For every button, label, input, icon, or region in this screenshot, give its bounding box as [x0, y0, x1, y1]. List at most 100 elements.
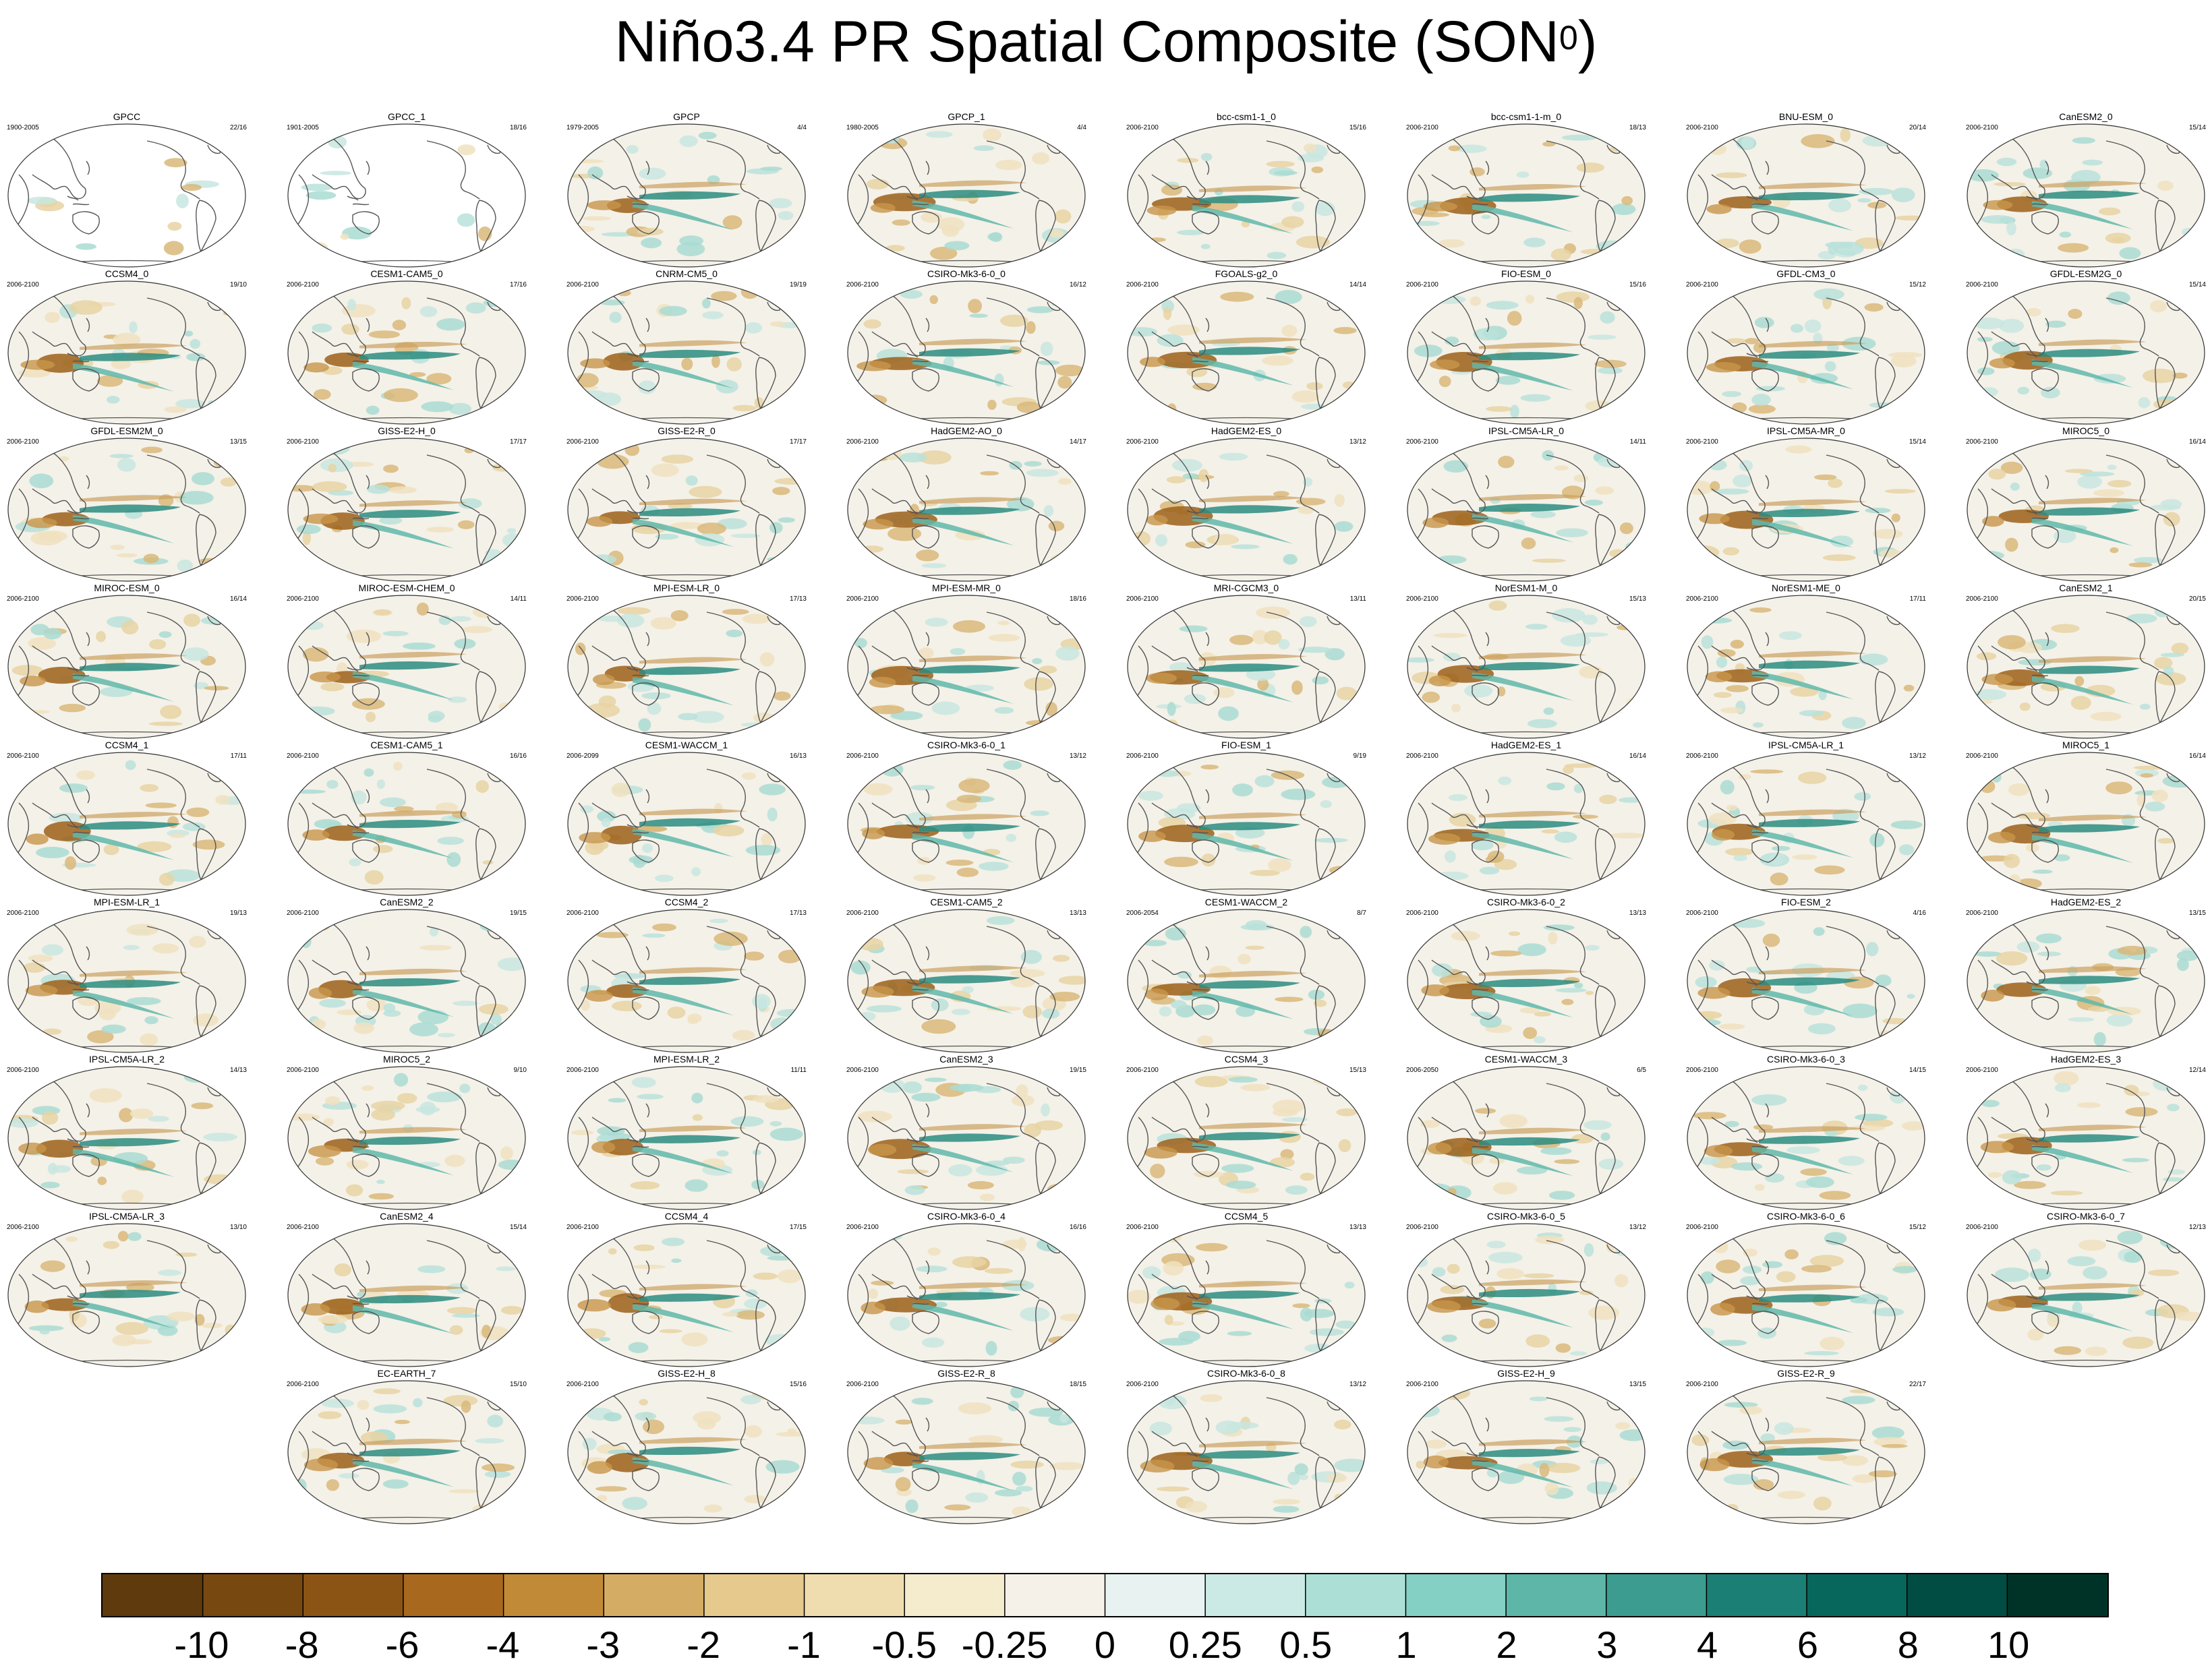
- panel-model-name: GPCC_1: [387, 111, 426, 122]
- colorbar-tick-label: 4: [1697, 1623, 1718, 1666]
- map-panel: GFDL-ESM2M_0 2006-2100 13/15: [5, 425, 248, 585]
- panel-years: 2006-2100: [1966, 595, 1998, 603]
- panel-model-name: IPSL-CM5A-MR_0: [1767, 425, 1845, 436]
- precip-anomaly-map: [1967, 280, 2205, 425]
- panel-years: 2006-2100: [1126, 281, 1159, 289]
- panel-years: 2006-2054: [1126, 909, 1159, 917]
- panel-years: 2006-2100: [1406, 595, 1438, 603]
- precip-anomaly-map: [847, 123, 1086, 268]
- panel-model-name: MIROC5_0: [2062, 425, 2110, 436]
- panel-event-count: 13/13: [1349, 1224, 1366, 1231]
- colorbar-tick-label: 6: [1797, 1623, 1818, 1666]
- panel-event-count: 6/5: [1637, 1067, 1646, 1074]
- panel-years: 2006-2100: [566, 909, 599, 917]
- panel-event-count: 18/15: [1069, 1381, 1086, 1388]
- panel-model-name: MPI-ESM-MR_0: [932, 583, 1001, 593]
- panel-model-name: EC-EARTH_7: [377, 1368, 436, 1379]
- panel-years: 2006-2100: [1126, 752, 1159, 760]
- precip-anomaly-map: [1127, 595, 1366, 739]
- panel-years: 2006-2100: [7, 1224, 39, 1231]
- map-panel: GPCP 1979-2005 4/4: [565, 111, 808, 270]
- colorbar-swatch: [1305, 1574, 1406, 1616]
- map-panel: MIROC5_0 2006-2100 16/14: [1964, 425, 2207, 585]
- panel-model-name: MIROC5_2: [382, 1054, 431, 1065]
- panel-years: 2006-2100: [287, 281, 319, 289]
- panel-model-name: MIROC5_1: [2062, 740, 2110, 750]
- precip-anomaly-map: [847, 595, 1086, 739]
- precip-anomaly-map: [1407, 909, 1646, 1053]
- precip-anomaly-map: [1687, 438, 1925, 582]
- panel-years: 2006-2100: [7, 438, 39, 446]
- map-panel: CCSM4_5 2006-2100 13/13: [1125, 1211, 1368, 1370]
- panel-event-count: 17/17: [789, 438, 807, 446]
- panel-event-count: 13/12: [1349, 438, 1366, 446]
- map-panel: CCSM4_4 2006-2100 17/15: [565, 1211, 808, 1370]
- map-panel: CCSM4_2 2006-2100 17/13: [565, 897, 808, 1056]
- colorbar-swatch: [604, 1574, 705, 1616]
- panel-model-name: GFDL-ESM2G_0: [2049, 268, 2122, 279]
- panel-event-count: 16/13: [789, 752, 807, 760]
- map-panel: CCSM4_0 2006-2100 19/10: [5, 268, 248, 427]
- precip-anomaly-map: [567, 280, 806, 425]
- panel-model-name: CCSM4_3: [1224, 1054, 1269, 1065]
- panel-event-count: 11/11: [790, 1067, 807, 1074]
- precip-anomaly-map: [1967, 752, 2205, 896]
- map-panel: MIROC-ESM-CHEM_0 2006-2100 14/11: [285, 583, 528, 742]
- map-panel: CanESM2_1 2006-2100 20/15: [1964, 583, 2207, 742]
- precip-anomaly-map: [7, 909, 246, 1053]
- title-superscript: 0: [1559, 19, 1578, 57]
- colorbar-tick-label: 0: [1094, 1623, 1116, 1666]
- map-panel: CSIRO-Mk3-6-0_3 2006-2100 14/15: [1685, 1054, 1927, 1213]
- colorbar-swatch: [403, 1574, 504, 1616]
- panel-years: 2006-2100: [287, 1381, 319, 1388]
- panel-event-count: 17/13: [789, 595, 807, 603]
- colorbar-swatch: [503, 1574, 604, 1616]
- panel-event-count: 13/12: [1629, 1224, 1646, 1231]
- panel-model-name: IPSL-CM5A-LR_1: [1768, 740, 1844, 750]
- precip-anomaly-map: [1687, 752, 1925, 896]
- panel-years: 2006-2100: [1686, 752, 1718, 760]
- panel-event-count: 22/17: [1909, 1381, 1926, 1388]
- map-panel: MIROC-ESM_0 2006-2100 16/14: [5, 583, 248, 742]
- precip-anomaly-map: [1687, 1066, 1925, 1210]
- panel-event-count: 19/10: [229, 281, 247, 289]
- colorbar-swatch: [1706, 1574, 1807, 1616]
- panel-model-name: bcc-csm1-1_0: [1217, 111, 1276, 122]
- map-panel: GISS-E2-H_8 2006-2100 15/16: [565, 1368, 808, 1527]
- panel-model-name: CCSM4_5: [1224, 1211, 1269, 1222]
- precip-anomaly-map: [1407, 123, 1646, 268]
- panel-event-count: 16/16: [1069, 1224, 1086, 1231]
- precip-anomaly-map: [287, 1223, 526, 1367]
- panel-years: 2006-2100: [846, 909, 879, 917]
- panel-grid: GPCC 1900-2005 22/16 GPCC_1 1901-2005 18/16 GP…: [5, 111, 2207, 1527]
- map-panel: CESM1-CAM5_2 2006-2100 13/13: [845, 897, 1088, 1056]
- map-panel: bcc-csm1-1-m_0 2006-2100 18/13: [1405, 111, 1648, 270]
- panel-event-count: 16/12: [1069, 281, 1086, 289]
- panel-model-name: FIO-ESM_1: [1221, 740, 1271, 750]
- panel-model-name: CESM1-CAM5_2: [930, 897, 1003, 907]
- map-panel: CESM1-CAM5_0 2006-2100 17/16: [285, 268, 528, 427]
- map-panel: CESM1-WACCM_1 2006-2099 16/13: [565, 740, 808, 899]
- panel-event-count: 16/14: [229, 595, 247, 603]
- panel-event-count: 15/13: [1349, 1067, 1366, 1074]
- precip-anomaly-map: [287, 752, 526, 896]
- map-panel: FGOALS-g2_0 2006-2100 14/14: [1125, 268, 1368, 427]
- colorbar-tick-label: -8: [285, 1623, 319, 1666]
- panel-event-count: 15/16: [789, 1381, 807, 1388]
- map-panel: GISS-E2-H_0 2006-2100 17/17: [285, 425, 528, 585]
- panel-event-count: 16/14: [2188, 752, 2206, 760]
- panel-event-count: 17/16: [509, 281, 527, 289]
- panel-event-count: 15/14: [509, 1224, 527, 1231]
- map-panel: BNU-ESM_0 2006-2100 20/14: [1685, 111, 1927, 270]
- map-panel: CSIRO-Mk3-6-0_7 2006-2100 12/13: [1964, 1211, 2207, 1370]
- precip-anomaly-map: [1407, 438, 1646, 582]
- panel-model-name: FIO-ESM_0: [1501, 268, 1551, 279]
- panel-model-name: CanESM2_3: [939, 1054, 993, 1065]
- map-panel: GPCC_1 1901-2005 18/16: [285, 111, 528, 270]
- panel-event-count: 18/13: [1629, 124, 1646, 131]
- panel-event-count: 16/16: [509, 752, 527, 760]
- panel-years: 2006-2100: [1406, 909, 1438, 917]
- map-panel: HadGEM2-AO_0 2006-2100 14/17: [845, 425, 1088, 585]
- panel-event-count: 19/15: [509, 909, 527, 917]
- map-panel: GISS-E2-R_9 2006-2100 22/17: [1685, 1368, 1927, 1527]
